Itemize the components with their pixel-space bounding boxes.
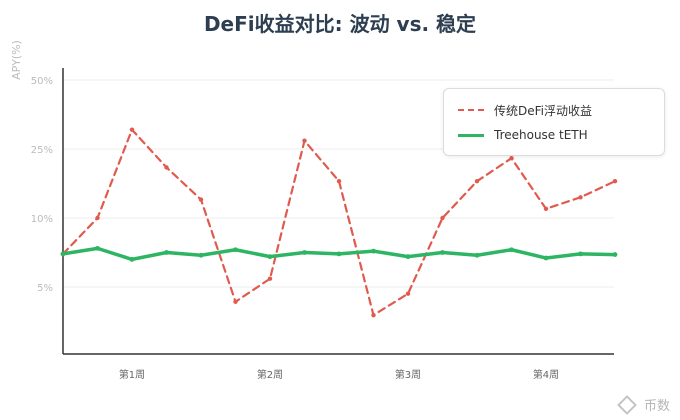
data-point-volatile — [612, 179, 618, 184]
x-tick-label: 第3周 — [395, 368, 421, 381]
data-point-volatile — [578, 195, 583, 200]
y-tick-label: 25% — [31, 145, 53, 156]
x-tick-label: 第1周 — [119, 368, 145, 381]
data-point-volatile — [440, 215, 445, 221]
data-point-volatile — [543, 206, 549, 211]
data-point-volatile — [405, 291, 411, 296]
data-point-volatile — [233, 299, 238, 304]
data-point-stable — [371, 248, 376, 254]
chart-legend: 传统DeFi浮动收益 Treehouse tETH — [443, 88, 665, 156]
data-point-volatile — [474, 179, 480, 184]
data-point-volatile — [509, 156, 514, 161]
data-point-volatile — [302, 138, 307, 143]
legend-label-stable: Treehouse tETH — [494, 128, 588, 142]
data-point-stable — [60, 251, 66, 257]
data-point-stable — [405, 254, 411, 260]
data-point-stable — [267, 254, 273, 260]
y-tick-label: 50% — [31, 76, 53, 87]
watermark-text: 币数 — [643, 399, 670, 414]
data-point-volatile — [95, 215, 100, 221]
legend-label-volatile: 传统DeFi浮动收益 — [494, 103, 592, 118]
data-point-volatile — [336, 179, 342, 184]
watermark-logo-icon — [617, 394, 637, 415]
watermark: 币数 — [617, 394, 670, 415]
data-point-stable — [440, 250, 445, 255]
data-point-stable — [474, 252, 480, 258]
data-point-stable — [95, 245, 100, 251]
data-point-stable — [543, 255, 549, 261]
data-point-volatile — [129, 127, 135, 132]
legend-item-volatile[interactable]: 传统DeFi浮动收益 — [458, 102, 592, 118]
data-point-stable — [164, 250, 169, 255]
data-point-stable — [336, 251, 342, 257]
data-point-volatile — [371, 312, 376, 318]
y-tick-label: 5% — [37, 283, 53, 294]
legend-swatch-stable — [458, 133, 484, 137]
data-point-stable — [578, 251, 583, 257]
data-point-stable — [198, 252, 204, 258]
data-point-stable — [129, 257, 135, 262]
data-point-stable — [233, 247, 238, 253]
y-axis-label: APY(%) — [10, 40, 23, 80]
data-point-volatile — [198, 197, 204, 202]
data-point-stable — [612, 252, 618, 257]
y-tick-label: 10% — [31, 214, 53, 225]
data-point-stable — [509, 247, 514, 253]
x-tick-label: 第4周 — [533, 368, 559, 381]
legend-swatch-volatile — [458, 109, 484, 111]
data-point-volatile — [164, 165, 169, 170]
legend-item-stable[interactable]: Treehouse tETH — [458, 127, 588, 143]
data-point-stable — [302, 250, 307, 255]
chart-title: DeFi收益对比: 波动 vs. 稳定 — [203, 12, 477, 36]
x-tick-label: 第2周 — [257, 368, 283, 381]
data-point-volatile — [267, 276, 273, 281]
